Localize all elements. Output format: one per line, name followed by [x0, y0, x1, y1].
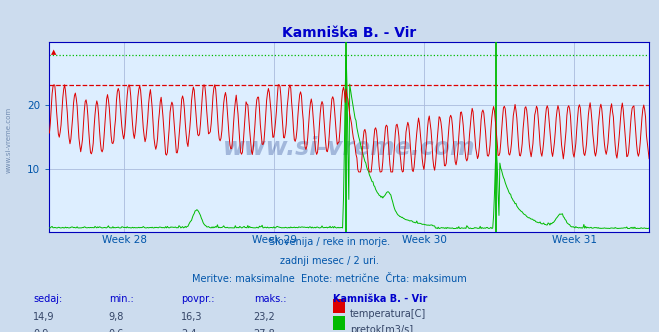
Text: maks.:: maks.: [254, 294, 286, 304]
Text: www.si-vreme.com: www.si-vreme.com [5, 106, 12, 173]
Title: Kamniška B. - Vir: Kamniška B. - Vir [282, 26, 416, 40]
Text: pretok[m3/s]: pretok[m3/s] [350, 325, 413, 332]
Text: ▲: ▲ [51, 49, 57, 55]
Text: temperatura[C]: temperatura[C] [350, 309, 426, 319]
Text: 0,6: 0,6 [109, 329, 124, 332]
Text: sedaj:: sedaj: [33, 294, 62, 304]
Text: 14,9: 14,9 [33, 312, 55, 322]
Text: zadnji mesec / 2 uri.: zadnji mesec / 2 uri. [280, 256, 379, 266]
Text: 9,8: 9,8 [109, 312, 124, 322]
Text: 27,8: 27,8 [254, 329, 275, 332]
Text: 2,4: 2,4 [181, 329, 197, 332]
Text: min.:: min.: [109, 294, 134, 304]
Text: Slovenija / reke in morje.: Slovenija / reke in morje. [269, 237, 390, 247]
Text: 0,9: 0,9 [33, 329, 48, 332]
Text: Meritve: maksimalne  Enote: metrične  Črta: maksimum: Meritve: maksimalne Enote: metrične Črta… [192, 274, 467, 284]
Text: povpr.:: povpr.: [181, 294, 215, 304]
Text: 23,2: 23,2 [254, 312, 275, 322]
Text: Kamniška B. - Vir: Kamniška B. - Vir [333, 294, 427, 304]
Text: www.si-vreme.com: www.si-vreme.com [223, 136, 476, 160]
Text: 16,3: 16,3 [181, 312, 203, 322]
